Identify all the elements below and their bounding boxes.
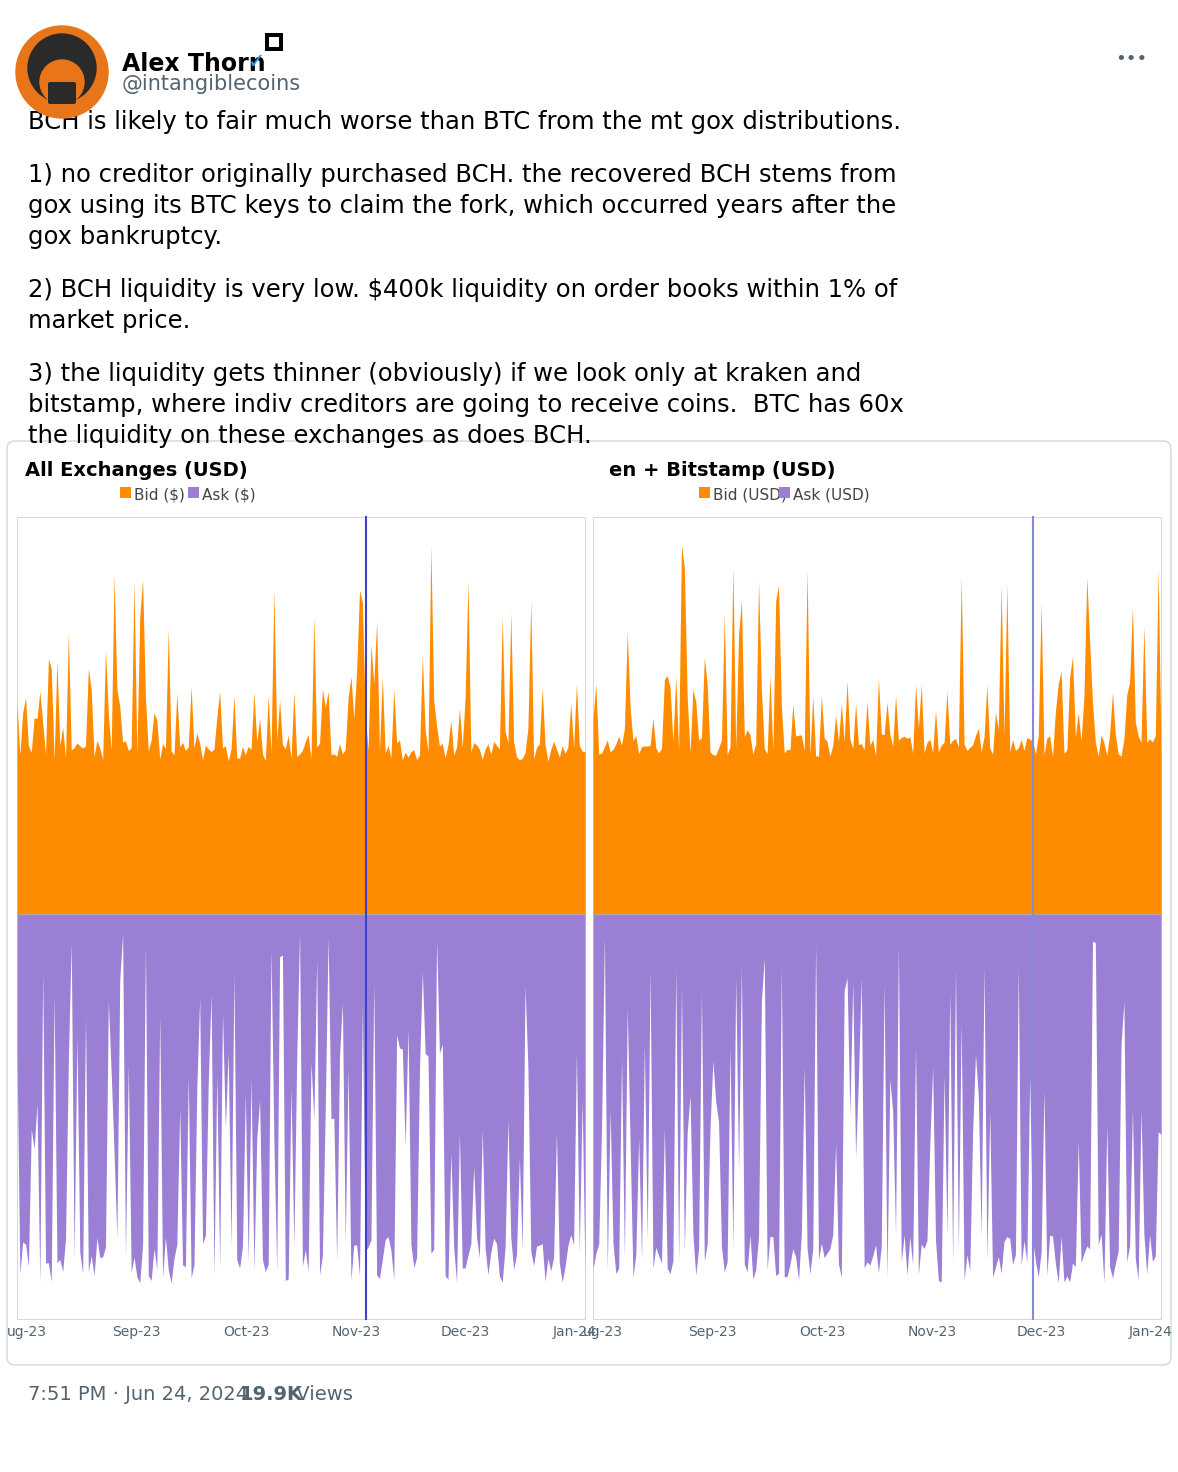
Text: ug-23: ug-23 bbox=[583, 1325, 623, 1340]
Text: Oct-23: Oct-23 bbox=[223, 1325, 270, 1340]
Text: Jan-24: Jan-24 bbox=[1130, 1325, 1173, 1340]
Text: All Exchanges (USD): All Exchanges (USD) bbox=[25, 461, 247, 480]
FancyBboxPatch shape bbox=[120, 487, 131, 498]
Text: 2) BCH liquidity is very low. $400k liquidity on order books within 1% of: 2) BCH liquidity is very low. $400k liqu… bbox=[28, 278, 898, 302]
Text: market price.: market price. bbox=[28, 309, 191, 333]
FancyBboxPatch shape bbox=[16, 517, 585, 1319]
FancyBboxPatch shape bbox=[269, 37, 279, 47]
Text: ug-23: ug-23 bbox=[7, 1325, 47, 1340]
Text: Sep-23: Sep-23 bbox=[112, 1325, 161, 1340]
FancyBboxPatch shape bbox=[699, 487, 710, 498]
FancyBboxPatch shape bbox=[265, 32, 283, 52]
Circle shape bbox=[40, 60, 84, 105]
Text: Alex Thorn: Alex Thorn bbox=[123, 52, 265, 77]
Text: Bid ($): Bid ($) bbox=[134, 487, 185, 502]
Text: Nov-23: Nov-23 bbox=[331, 1325, 380, 1340]
Text: •••: ••• bbox=[1116, 50, 1149, 68]
Text: gox bankruptcy.: gox bankruptcy. bbox=[28, 225, 223, 249]
FancyBboxPatch shape bbox=[48, 82, 77, 105]
Text: @intangiblecoins: @intangiblecoins bbox=[123, 74, 302, 94]
Text: Dec-23: Dec-23 bbox=[441, 1325, 490, 1340]
Text: en + Bitstamp (USD): en + Bitstamp (USD) bbox=[609, 461, 835, 480]
Text: Jan-24: Jan-24 bbox=[554, 1325, 597, 1340]
Text: Nov-23: Nov-23 bbox=[907, 1325, 957, 1340]
Text: the liquidity on these exchanges as does BCH.: the liquidity on these exchanges as does… bbox=[28, 424, 591, 447]
Text: Bid (USD): Bid (USD) bbox=[713, 487, 787, 502]
FancyBboxPatch shape bbox=[188, 487, 199, 498]
Text: Dec-23: Dec-23 bbox=[1017, 1325, 1066, 1340]
Text: 19.9K: 19.9K bbox=[240, 1385, 303, 1403]
Text: ✓: ✓ bbox=[249, 52, 265, 72]
Text: Oct-23: Oct-23 bbox=[799, 1325, 846, 1340]
FancyBboxPatch shape bbox=[7, 442, 1171, 1365]
Circle shape bbox=[28, 34, 95, 102]
Circle shape bbox=[16, 26, 108, 118]
Text: Views: Views bbox=[290, 1385, 353, 1403]
FancyBboxPatch shape bbox=[779, 487, 790, 498]
Text: 7:51 PM · Jun 24, 2024 ·: 7:51 PM · Jun 24, 2024 · bbox=[28, 1385, 267, 1403]
Text: gox using its BTC keys to claim the fork, which occurred years after the: gox using its BTC keys to claim the fork… bbox=[28, 194, 896, 218]
FancyBboxPatch shape bbox=[593, 517, 1162, 1319]
Text: Ask (USD): Ask (USD) bbox=[793, 487, 869, 502]
Text: BCH is likely to fair much worse than BTC from the mt gox distributions.: BCH is likely to fair much worse than BT… bbox=[28, 110, 901, 134]
Text: Ask ($): Ask ($) bbox=[201, 487, 256, 502]
Text: 3) the liquidity gets thinner (obviously) if we look only at kraken and: 3) the liquidity gets thinner (obviously… bbox=[28, 362, 861, 386]
Text: Sep-23: Sep-23 bbox=[688, 1325, 737, 1340]
Text: 1) no creditor originally purchased BCH. the recovered BCH stems from: 1) no creditor originally purchased BCH.… bbox=[28, 163, 896, 187]
Text: bitstamp, where indiv creditors are going to receive coins.  BTC has 60x: bitstamp, where indiv creditors are goin… bbox=[28, 393, 904, 417]
